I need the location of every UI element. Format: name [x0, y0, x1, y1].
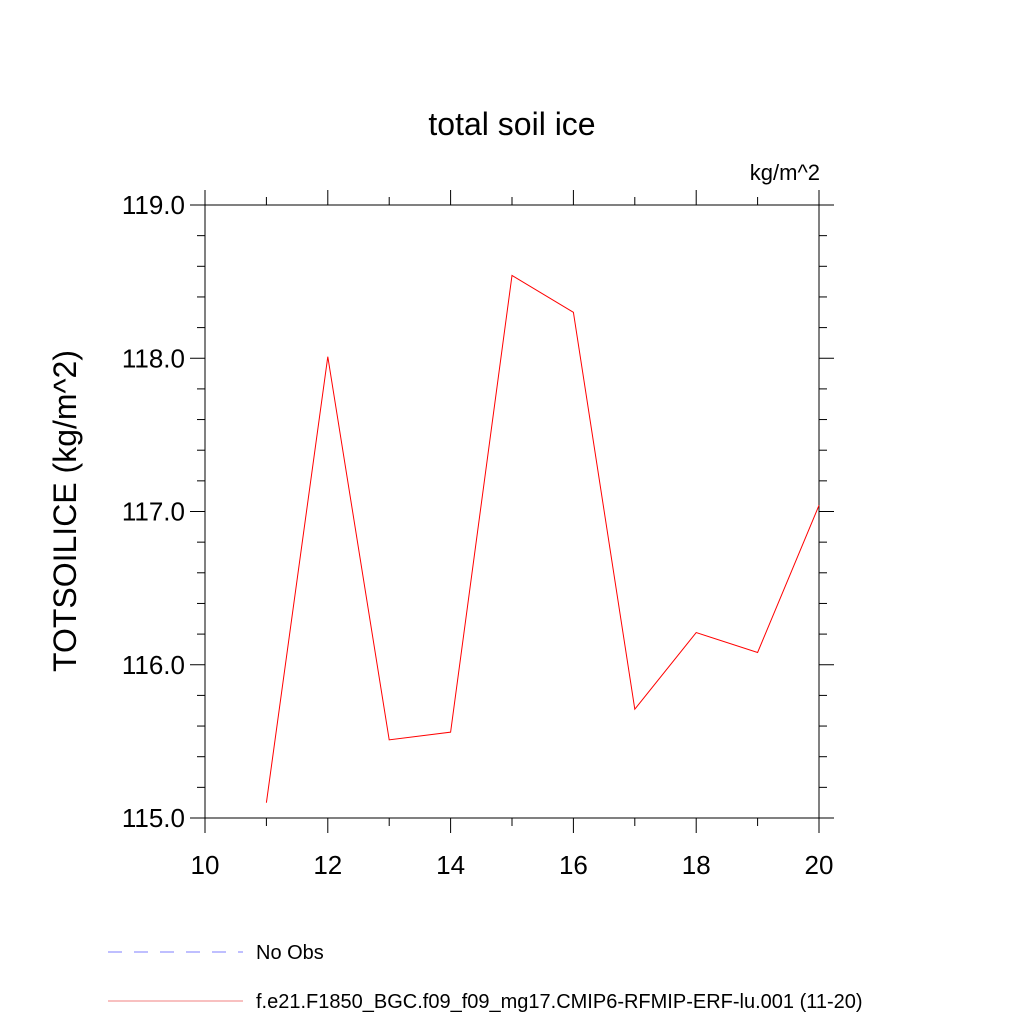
- y-tick-label: 119.0: [122, 190, 185, 220]
- legend: No Obs f.e21.F1850_BGC.f09_f09_mg17.CMIP…: [108, 942, 863, 1013]
- x-tick-label: 12: [313, 850, 342, 880]
- plot-frame: [205, 205, 819, 818]
- x-tick-label: 18: [682, 850, 711, 880]
- y-tick-label: 117.0: [122, 497, 185, 527]
- legend-label-case: f.e21.F1850_BGC.f09_f09_mg17.CMIP6-RFMIP…: [256, 991, 863, 1013]
- y-tick-label: 118.0: [122, 343, 185, 373]
- x-tick-label: 10: [191, 850, 220, 880]
- y-axis-label: TOTSOILICE (kg/m^2): [47, 350, 83, 672]
- y-tick-label: 116.0: [122, 650, 185, 680]
- x-tick-label: 16: [559, 850, 588, 880]
- legend-label-no-obs: No Obs: [256, 942, 324, 964]
- x-tick-label: 14: [436, 850, 465, 880]
- y-tick-label: 115.0: [122, 803, 185, 833]
- x-tick-label: 20: [805, 850, 834, 880]
- series-line: [266, 275, 819, 802]
- chart-title: total soil ice: [428, 106, 595, 142]
- units-label: kg/m^2: [750, 160, 820, 185]
